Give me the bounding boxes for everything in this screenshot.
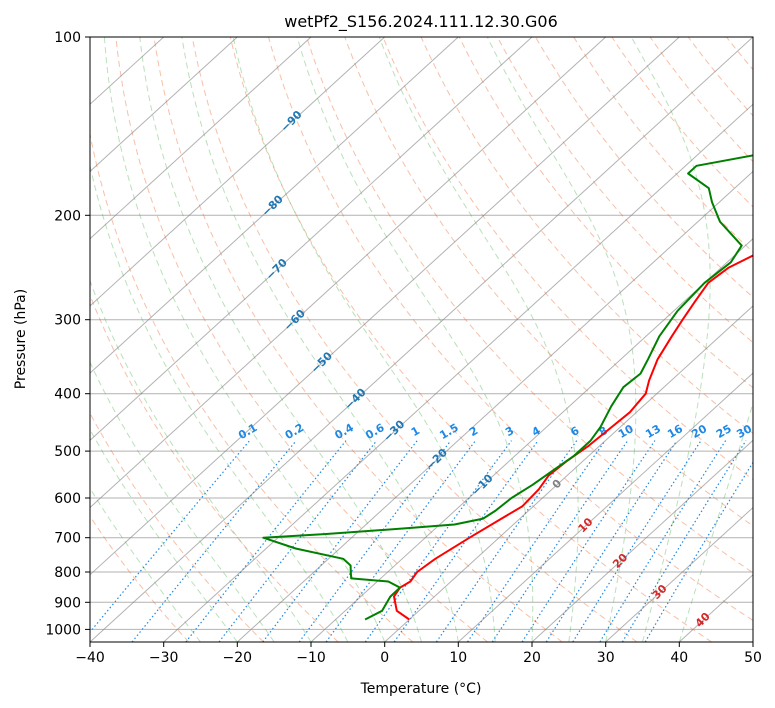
y-tick-label: 100: [54, 30, 81, 46]
dry-adiabat: [573, 37, 753, 253]
dry-adiabat: [229, 37, 712, 642]
y-axis-ticks: 100 200 300 400 500 600 700 800 900 1000: [45, 30, 90, 638]
y-tick-label: 800: [54, 565, 81, 581]
dry-adiabat: [420, 37, 753, 434]
dry-adiabat: [649, 37, 753, 163]
x-tick-label: 20: [523, 650, 541, 666]
moist-adiabat: [103, 37, 386, 642]
moist-adiabat: [678, 401, 753, 642]
y-tick-label: 600: [54, 491, 81, 507]
y-tick-label: 1000: [45, 622, 81, 638]
moist-adiabat: [139, 37, 422, 642]
dry-adiabat: [115, 37, 488, 642]
profile-series: [262, 154, 753, 621]
y-tick-label: 200: [54, 208, 81, 224]
dry-adiabat: [382, 37, 753, 481]
temperature-profile: [393, 254, 753, 621]
plot-frame: [89, 36, 754, 643]
isotherm-line: [90, 37, 533, 442]
mixing-ratio-line: [364, 440, 512, 642]
moist-adiabat: [181, 37, 459, 642]
y-tick-label: 500: [54, 444, 81, 460]
mixing-ratio-lines: [90, 440, 753, 642]
isotherm-line: [90, 37, 238, 173]
mixing-ratio-label: 30: [734, 422, 754, 441]
x-tick-label: 30: [597, 650, 615, 666]
moist-adiabat: [486, 37, 637, 642]
moist-adiabat: [90, 163, 349, 642]
mixing-ratio-line: [131, 440, 297, 642]
isotherm-line: [90, 37, 753, 642]
mixing-ratio-line: [393, 440, 539, 642]
isotherm-line: [531, 439, 753, 642]
dry-adiabat: [306, 37, 753, 574]
dry-adiabat: [496, 37, 753, 344]
x-tick-label: 50: [744, 650, 762, 666]
moist-adiabat: [232, 37, 496, 642]
moist-adiabat: [90, 428, 238, 642]
mixing-ratio-line: [467, 440, 606, 642]
moist-adiabat: [90, 487, 201, 642]
mixing-ratio-line: [491, 440, 629, 642]
isotherm-line: [90, 37, 312, 240]
dry-adiabats: [90, 37, 753, 642]
y-tick-label: 900: [54, 595, 81, 611]
x-tick-label: −10: [296, 650, 326, 666]
isobar-grid: [90, 37, 753, 630]
moist-adiabat: [630, 37, 711, 642]
dry-adiabat: [90, 412, 264, 642]
isotherm-line: [90, 37, 459, 374]
moist-adiabat: [378, 37, 579, 642]
dry-adiabat: [458, 37, 753, 389]
mixing-ratio-line: [185, 440, 347, 642]
x-axis-label: Temperature (°C): [360, 681, 482, 697]
isotherm-line: [90, 37, 386, 307]
mixing-ratio-line: [325, 440, 476, 642]
mixing-ratio-line: [218, 440, 378, 642]
x-tick-label: −20: [223, 650, 253, 666]
mixing-ratio-line: [644, 461, 753, 642]
mixing-ratio-line: [621, 440, 747, 642]
isotherm-line: [90, 37, 607, 509]
moist-adiabat: [90, 361, 275, 642]
dry-adiabat: [191, 37, 638, 642]
dry-adiabat: [344, 37, 753, 527]
x-tick-label: −30: [149, 650, 179, 666]
x-tick-label: 10: [449, 650, 467, 666]
isotherm-line: [457, 372, 753, 642]
dry-adiabat: [268, 37, 753, 622]
mixing-ratio-line: [435, 440, 578, 642]
mixing-ratio-line: [521, 440, 656, 642]
chart-title: wetPf2_S156.2024.111.12.30.G06: [284, 12, 558, 32]
isotherm-line: [90, 37, 680, 576]
isotherm-line: [310, 237, 753, 642]
y-tick-label: 400: [54, 387, 81, 403]
dry-adiabat: [153, 37, 563, 642]
isotherm-line: [384, 305, 753, 642]
x-tick-label: 40: [670, 650, 688, 666]
y-tick-label: 300: [54, 313, 81, 329]
x-tick-label: 0: [380, 650, 389, 666]
moist-adiabat: [296, 37, 534, 642]
dewpoint-profile: [262, 154, 753, 621]
isotherm-line: [236, 170, 753, 642]
y-axis-label: Pressure (hPa): [13, 289, 29, 389]
y-tick-label: 700: [54, 531, 81, 547]
dry-adiabat: [90, 131, 414, 642]
x-tick-label: −40: [75, 650, 105, 666]
isotherm-line: [605, 506, 753, 642]
x-axis-ticks: −40 −30 −20 −10 0 10 20 30 40 50: [75, 642, 762, 666]
